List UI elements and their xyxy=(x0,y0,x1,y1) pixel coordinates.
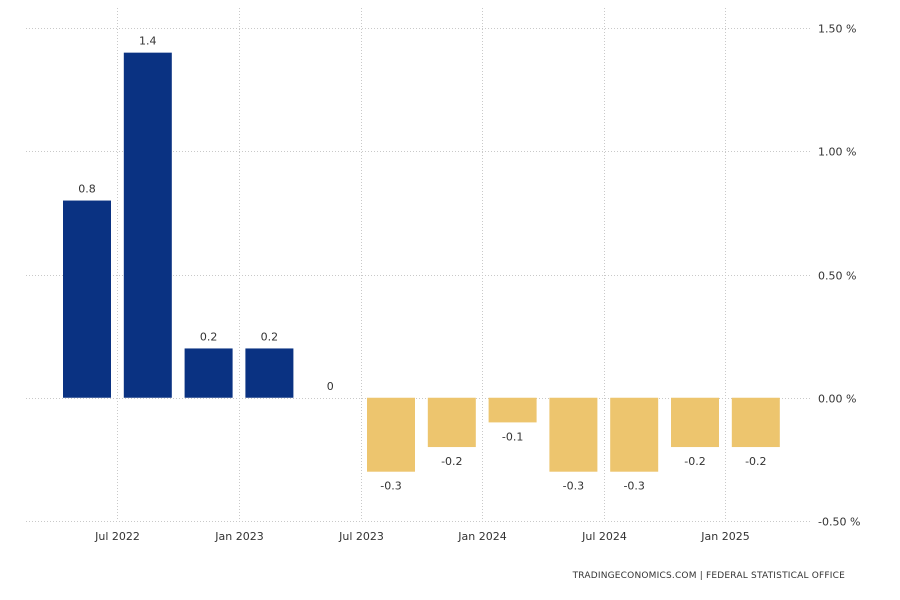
data-label: -0.2 xyxy=(684,455,705,468)
bar xyxy=(123,52,172,398)
data-label: -0.3 xyxy=(563,480,584,493)
bar xyxy=(245,348,294,398)
x-tick-label: Jan 2025 xyxy=(700,530,749,543)
bar xyxy=(184,348,233,398)
data-label: 0.8 xyxy=(78,183,96,196)
x-tick-label: Jul 2023 xyxy=(338,530,384,543)
x-tick-label: Jan 2024 xyxy=(457,530,506,543)
y-tick-label: 0.00 % xyxy=(818,393,856,406)
bar xyxy=(610,397,659,472)
y-tick-label: 1.00 % xyxy=(818,146,856,159)
data-label: -0.2 xyxy=(745,455,766,468)
bars-layer xyxy=(63,52,780,472)
bar xyxy=(488,397,537,423)
source-credit: TRADINGECONOMICS.COM | FEDERAL STATISTIC… xyxy=(572,571,845,581)
data-label: 0.2 xyxy=(261,330,279,343)
data-label: -0.2 xyxy=(441,455,462,468)
data-label: -0.3 xyxy=(380,480,401,493)
bar xyxy=(63,200,111,398)
data-label: 1.4 xyxy=(139,35,157,48)
bar xyxy=(427,397,476,448)
y-tick-label: 0.50 % xyxy=(818,270,856,283)
data-labels-layer: 0.8 1.4 0.2 0.2 0 -0.3 -0.2 -0.1 -0.3 -0.3 -0.2 -0.… xyxy=(78,35,766,493)
y-axis: 1.50 % 1.00 % 0.50 % 0.00 % -0.50 % xyxy=(818,23,860,529)
x-axis: Jul 2022 Jan 2023 Jul 2023 Jan 2024 Jul 2024… xyxy=(94,530,750,543)
data-label: 0.2 xyxy=(200,330,218,343)
bar xyxy=(731,397,780,448)
y-tick-label: -0.50 % xyxy=(818,516,860,529)
y-tick-label: 1.50 % xyxy=(818,23,856,36)
x-tick-label: Jul 2022 xyxy=(94,530,140,543)
x-tick-label: Jul 2024 xyxy=(581,530,627,543)
data-label: 0 xyxy=(327,380,334,393)
x-tick-label: Jan 2023 xyxy=(214,530,263,543)
bar xyxy=(367,397,415,472)
bar xyxy=(671,397,719,448)
bar xyxy=(549,397,598,472)
data-label: -0.1 xyxy=(502,430,523,443)
data-label: -0.3 xyxy=(623,480,644,493)
